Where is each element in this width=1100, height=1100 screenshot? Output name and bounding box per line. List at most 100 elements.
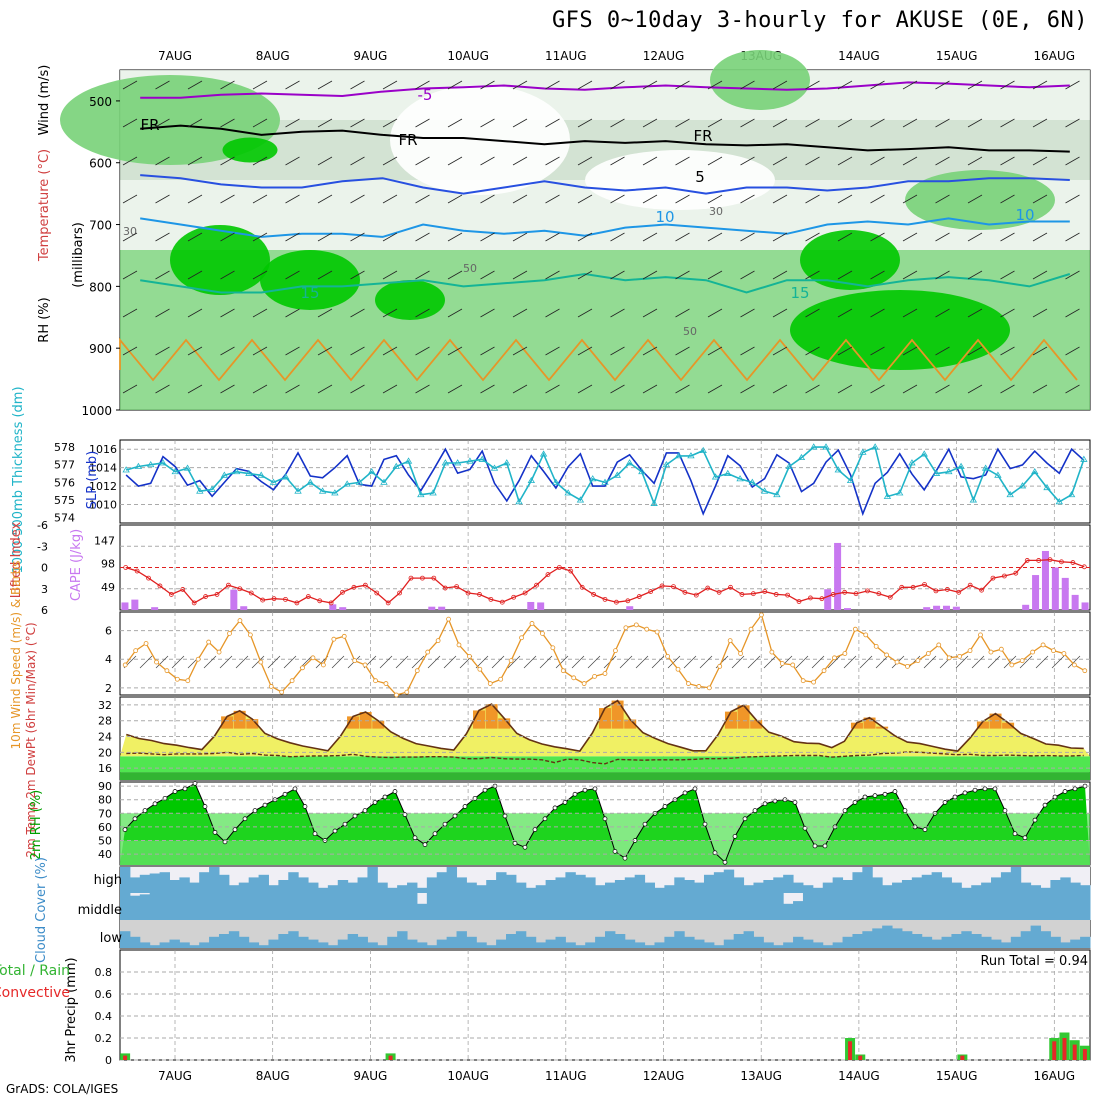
cloud-bar-low [763, 942, 774, 948]
cape-bar [428, 606, 436, 610]
cloud-bar-low [733, 934, 745, 948]
wind-10m-barb [283, 655, 297, 669]
wind-speed-marker [759, 612, 764, 618]
wind-10m-barb [587, 655, 601, 669]
wind-barb [1065, 118, 1080, 128]
wind-10m-barb [1035, 655, 1049, 669]
wind-barb [837, 384, 853, 394]
contour-label: FR [398, 131, 417, 149]
lifted-index-marker [465, 590, 471, 596]
cloud-bar-low [694, 939, 705, 948]
cloud-bar-low [506, 934, 517, 948]
rh-patch [60, 75, 280, 165]
wind-10m-barb [907, 655, 921, 669]
cloud-bar-high [1030, 885, 1042, 893]
cloud-bar-low [892, 928, 903, 948]
lifted-index-marker [146, 575, 151, 581]
wind-speed-marker [352, 658, 358, 664]
wind-barb [935, 308, 950, 318]
cloud-bar-low [199, 942, 210, 948]
rh-marker [212, 829, 218, 835]
thickness-marker [171, 468, 179, 475]
wind-barb [902, 308, 918, 318]
rh-marker [552, 805, 558, 811]
cape-bar [1051, 567, 1059, 610]
temp-hot-fill [599, 708, 611, 729]
temp-hot-fill [737, 705, 750, 729]
wind-barb [155, 194, 170, 204]
thickness-marker [1006, 490, 1014, 498]
thickness-marker [736, 475, 744, 482]
lifted-index-marker [556, 565, 562, 570]
day-label-bottom: 8AUG [256, 1069, 290, 1083]
li-tick: 3 [41, 583, 48, 596]
wind-barb [382, 194, 398, 204]
wind-barb [772, 308, 788, 318]
wind-barb [935, 118, 950, 128]
cloud-bar-high [515, 882, 527, 893]
thickness-marker [810, 443, 818, 450]
wind-speed-line [124, 613, 1086, 696]
cloud-bar-low [545, 939, 557, 948]
rh-marker [682, 790, 688, 796]
wind-10m-barb [1067, 655, 1081, 669]
cloud-bar-low [248, 942, 260, 948]
cloud-bar-low [951, 934, 962, 948]
ylabel-rh-2m: 2m RH (%) [29, 790, 44, 861]
cloud-bar-middle [793, 901, 804, 920]
wind-barb [252, 232, 268, 242]
cloud-bar-middle [892, 893, 903, 920]
cloud-bar-high [486, 880, 497, 893]
wind-speed-marker [852, 626, 858, 632]
wind-barb [707, 194, 723, 204]
cloud-bar-low [882, 925, 893, 948]
thickness-marker [380, 478, 388, 485]
wind-speed-marker [300, 665, 305, 671]
cloud-bar-low [377, 945, 388, 948]
temp-band-low [120, 772, 1090, 780]
wind-speed-marker [425, 649, 431, 655]
wind-barb [837, 118, 853, 128]
cloud-bar-low [1070, 939, 1081, 948]
cloud-bar-low [515, 931, 527, 948]
cape-bar [151, 607, 159, 610]
lifted-index-line [125, 559, 1085, 604]
cloud-bar-middle [1020, 893, 1032, 920]
wind-speed-marker [998, 646, 1004, 652]
cloud-bar-middle [713, 893, 725, 920]
cloud-bar-high [614, 880, 626, 893]
lifted-index-marker [1024, 558, 1030, 563]
wind-barb [870, 384, 885, 394]
wind-speed-marker [383, 681, 389, 686]
lifted-index-marker [123, 565, 129, 570]
wind-speed-marker [592, 673, 597, 679]
isotherm-10 [140, 217, 1070, 238]
rh-marker [242, 816, 248, 822]
rh-marker [862, 794, 868, 800]
cloud-bar-middle [901, 893, 913, 920]
wind-barb [252, 384, 268, 394]
cape-bar [121, 602, 129, 610]
wind-speed-marker [811, 679, 817, 685]
wind-10m-barb [203, 655, 217, 669]
lifted-index-marker [922, 582, 927, 587]
wind-barb [350, 346, 365, 356]
lifted-index-marker [1081, 564, 1087, 570]
wind-barb [642, 156, 658, 166]
cloud-bar-middle [337, 893, 349, 920]
thickness-marker [392, 462, 400, 469]
ylabel-temp-2m: 2m Temp 2m DewPt (6hr Min/Max) (°C) [24, 622, 38, 857]
cloud-bar-high [357, 877, 368, 893]
rh-marker [232, 827, 238, 832]
lifted-index-marker [522, 590, 528, 596]
rh-marker [692, 786, 698, 792]
wind-barb [675, 308, 690, 318]
wind-barb [220, 346, 235, 356]
cloud-bar-low [862, 931, 873, 948]
wind-barb [415, 346, 430, 356]
cape-bar [339, 607, 347, 610]
rh-marker [202, 804, 208, 809]
cloud-bar-high [882, 885, 893, 893]
wind-barb [837, 156, 853, 166]
wind-barb [577, 80, 593, 90]
